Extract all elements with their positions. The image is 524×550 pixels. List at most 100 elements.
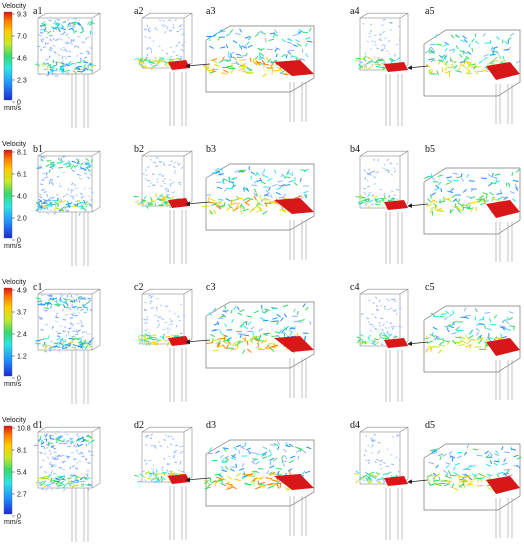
panel-3-zoom-view xyxy=(185,25,315,122)
panel-label: c1 xyxy=(33,282,42,293)
panel-label: c2 xyxy=(134,282,143,293)
interface-surface xyxy=(384,476,408,486)
interface-surface xyxy=(168,474,190,484)
figure-row-a: Velocity 9.3 7.0 4.6 2.3 0mm/s a1 a2 a3 a4 a5 xyxy=(2,3,521,128)
zoom-arrow xyxy=(407,479,429,484)
colorbar-tick-label: 7.0 xyxy=(17,34,27,41)
figure-row-c: Velocity 4.9 3.7 2.4 1.2 0mm/s c1 c2 c3 c4 c5 xyxy=(2,279,521,404)
panel-label: d3 xyxy=(206,420,216,431)
panel-3-zoom-view xyxy=(185,439,315,536)
colorbar-tick-label: 8.1 xyxy=(17,150,27,157)
figure-row-d: Velocity 10.8 8.1 5.4 2.7 0mm/s d1 d2 d3 d4 d5 xyxy=(2,417,522,542)
colorbar-tick-label: 0 xyxy=(17,514,21,521)
colorbar-unit: mm/s xyxy=(4,243,22,250)
zoom-arrow xyxy=(185,63,211,69)
panel-4-vector-field xyxy=(356,288,409,402)
panel-label: a5 xyxy=(425,6,434,17)
colorbar-tick-label: 2.4 xyxy=(17,332,27,339)
panel-2-vector-field xyxy=(134,426,193,540)
panel-label: b4 xyxy=(350,144,360,155)
colorbar-title: Velocity xyxy=(2,141,27,148)
panel-label: b3 xyxy=(206,144,216,155)
colorbar-tick-label: 8.1 xyxy=(17,448,27,455)
colorbar: Velocity 8.1 6.1 4.0 2.0 0mm/s xyxy=(2,141,27,250)
figure-row-b: Velocity 8.1 6.1 4.0 2.0 0mm/s b1 b2 b3 b4 b5 xyxy=(2,141,521,266)
panel-4-vector-field xyxy=(355,12,409,126)
panel-4-vector-field xyxy=(355,150,409,264)
colorbar-tick-label: 4.6 xyxy=(17,56,27,63)
panel-label: a2 xyxy=(134,6,143,17)
panel-1-vector-field xyxy=(33,426,101,542)
interface-surface xyxy=(274,60,314,76)
interface-surface xyxy=(486,338,520,356)
colorbar-gradient xyxy=(3,425,13,515)
colorbar-title: Velocity xyxy=(2,3,27,10)
interface-surface xyxy=(274,474,314,490)
colorbar: Velocity 9.3 7.0 4.6 2.3 0mm/s xyxy=(2,3,27,112)
interface-surface xyxy=(168,60,190,70)
zoom-arrow xyxy=(407,65,429,70)
interface-surface xyxy=(486,62,520,80)
colorbar-unit: mm/s xyxy=(4,519,22,526)
panel-1-vector-field xyxy=(34,288,101,404)
colorbar-title: Velocity xyxy=(2,417,27,424)
panel-label: d2 xyxy=(134,420,144,431)
colorbar-tick-label: 6.1 xyxy=(17,172,27,179)
panel-2-vector-field xyxy=(133,150,193,264)
panel-label: d5 xyxy=(425,420,435,431)
panel-5-zoom-view xyxy=(407,167,521,262)
colorbar-tick-label: 2.7 xyxy=(17,492,27,499)
colorbar-tick-label: 4.9 xyxy=(17,288,27,295)
panel-label: b1 xyxy=(33,144,43,155)
panel-label: a4 xyxy=(350,6,359,17)
colorbar-tick-label: 1.2 xyxy=(17,354,27,361)
zoom-arrow xyxy=(185,339,211,345)
colorbar-tick-label: 2.3 xyxy=(17,78,27,85)
colorbar-gradient xyxy=(3,11,13,101)
panel-1-vector-field xyxy=(35,12,101,128)
colorbar-tick-label: 0 xyxy=(17,238,21,245)
panel-4-vector-field xyxy=(353,426,409,540)
colorbar-tick-label: 0 xyxy=(17,100,21,107)
colorbar-gradient xyxy=(3,149,13,239)
panel-label: b5 xyxy=(425,144,435,155)
colorbar-tick-label: 2.0 xyxy=(17,216,27,223)
colorbar-tick-label: 0 xyxy=(17,376,21,383)
colorbar-gradient xyxy=(3,287,13,377)
panel-label: a1 xyxy=(33,6,42,17)
colorbar-tick-label: 9.3 xyxy=(17,12,27,19)
panel-label: b2 xyxy=(134,144,144,155)
panel-5-zoom-view xyxy=(407,305,521,400)
interface-surface xyxy=(274,336,314,352)
colorbar: Velocity 4.9 3.7 2.4 1.2 0mm/s xyxy=(2,279,27,388)
panel-3-zoom-view xyxy=(185,301,315,398)
panel-label: d4 xyxy=(350,420,360,431)
interface-surface xyxy=(168,198,190,208)
colorbar-title: Velocity xyxy=(2,279,27,286)
panel-label: c5 xyxy=(425,282,434,293)
interface-surface xyxy=(168,336,190,346)
interface-surface xyxy=(486,200,520,218)
panel-label: c3 xyxy=(206,282,215,293)
colorbar-tick-label: 4.0 xyxy=(17,194,27,201)
panel-label: c4 xyxy=(350,282,359,293)
panel-5-zoom-view xyxy=(407,29,521,124)
interface-surface xyxy=(384,62,408,72)
colorbar-tick-label: 3.7 xyxy=(17,310,27,317)
panel-1-vector-field xyxy=(35,150,101,266)
panel-5-zoom-view xyxy=(407,443,522,538)
panel-2-vector-field xyxy=(137,288,193,402)
colorbar-unit: mm/s xyxy=(4,105,22,112)
interface-surface xyxy=(486,476,520,494)
zoom-arrow xyxy=(185,201,211,207)
interface-surface xyxy=(384,200,408,210)
colorbar-unit: mm/s xyxy=(4,381,22,388)
zoom-arrow xyxy=(407,341,429,346)
zoom-arrow xyxy=(407,203,429,208)
panel-label: a3 xyxy=(206,6,215,17)
panel-2-vector-field xyxy=(134,12,193,126)
panel-3-zoom-view xyxy=(185,163,315,260)
panel-label: d1 xyxy=(33,420,43,431)
colorbar-tick-label: 10.8 xyxy=(17,426,31,433)
interface-surface xyxy=(274,198,314,214)
